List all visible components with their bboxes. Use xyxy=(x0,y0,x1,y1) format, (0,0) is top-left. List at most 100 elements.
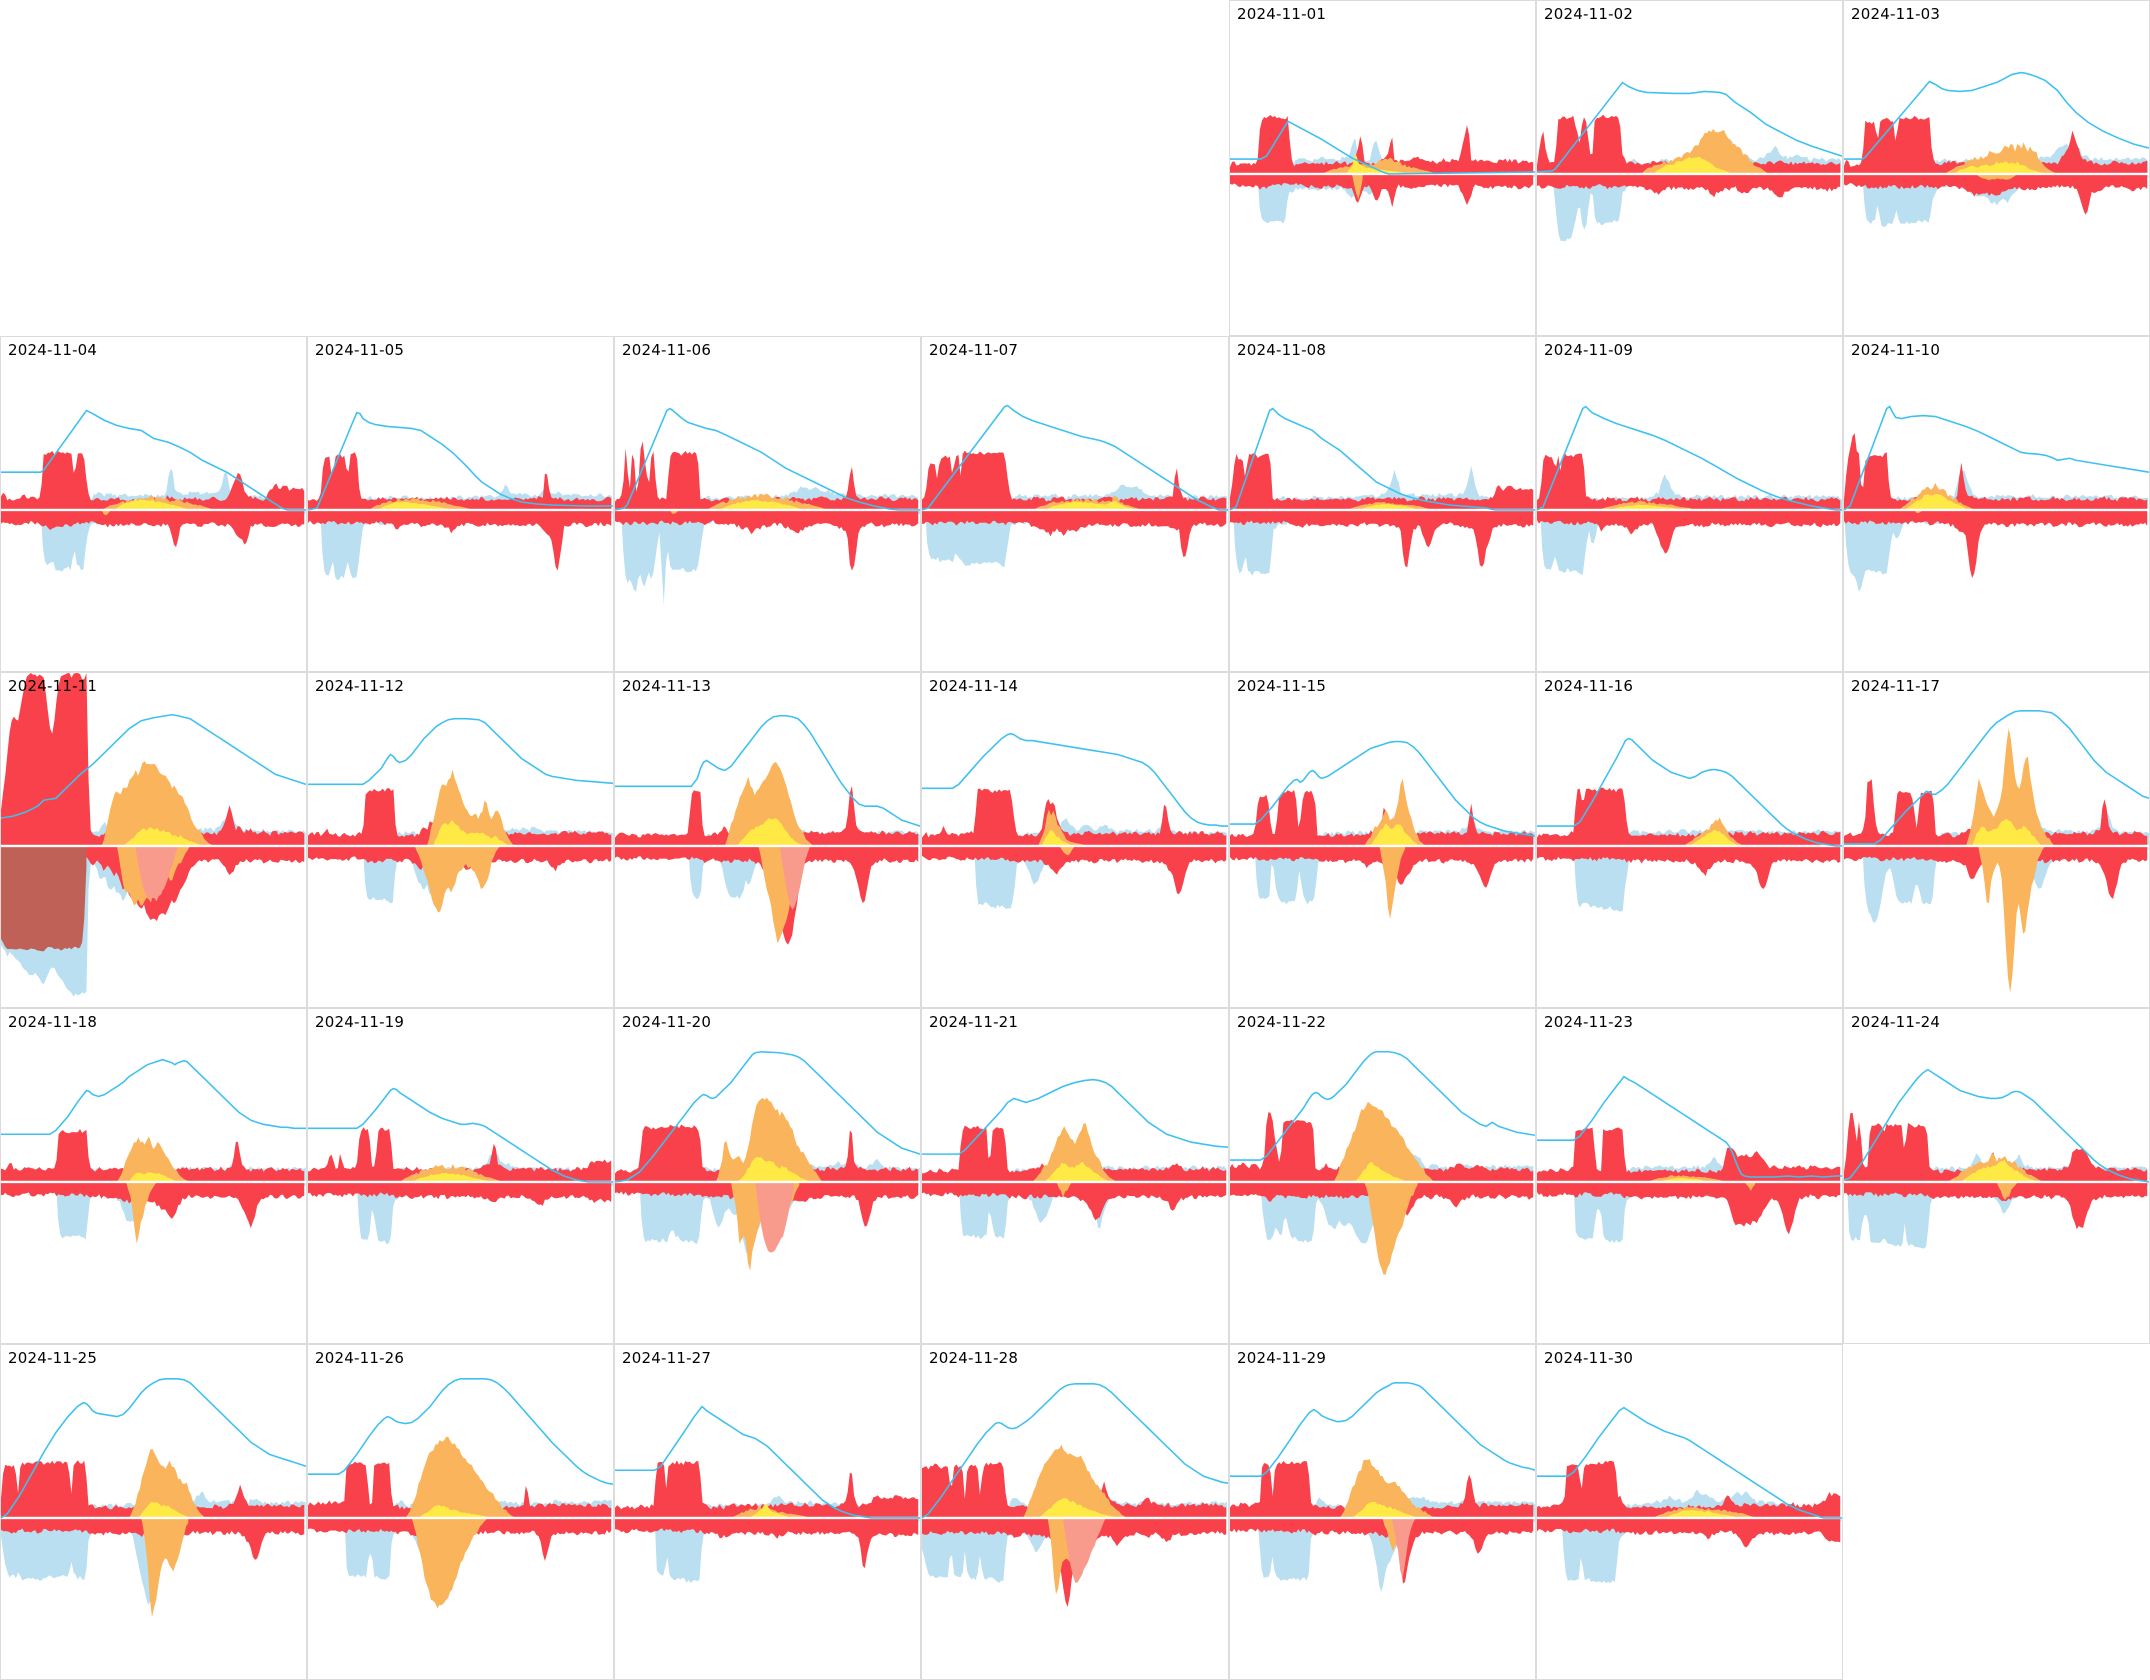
area-red_bot xyxy=(1,1517,305,1560)
area-orange_bot xyxy=(411,1517,487,1609)
area-yellow_top xyxy=(749,1503,792,1518)
area-red_top xyxy=(1,673,305,846)
baseline xyxy=(615,1516,920,1520)
area-blue_bot xyxy=(1862,845,2149,923)
day-panel: 2024-11-08 xyxy=(1229,336,1536,672)
area-yellow_top xyxy=(1905,493,1970,510)
day-panel: 2024-11-22 xyxy=(1229,1008,1536,1344)
area-yellow_top xyxy=(1953,161,2044,174)
area-yellow_top xyxy=(1352,1501,1419,1518)
area-maroon_bot xyxy=(1,845,87,952)
area-red_top xyxy=(1230,1112,1534,1182)
date-label: 2024-11-26 xyxy=(315,1349,405,1367)
area-yellow_top xyxy=(411,1172,491,1182)
area-red_bot xyxy=(1844,1181,2148,1230)
day-panel: 2024-11-23 xyxy=(1536,1008,1843,1344)
day-chart xyxy=(1,673,306,997)
area-orange_top xyxy=(1032,1123,1118,1182)
trend-line xyxy=(1230,1050,1535,1161)
area-blue_bot xyxy=(1260,1181,1534,1244)
area-orange_bot xyxy=(1056,1181,1072,1198)
area-red_top xyxy=(308,1127,612,1182)
baseline xyxy=(922,508,1228,512)
date-label: 2024-11-11 xyxy=(8,677,98,695)
trend-line xyxy=(1,409,306,511)
area-orange_top xyxy=(1333,1101,1435,1182)
area-red_bot xyxy=(1537,509,1841,554)
trend-line xyxy=(1844,71,2149,160)
area-red_top xyxy=(1,1128,305,1182)
area-red_top xyxy=(1230,453,1534,510)
day-panel: 2024-11-01 xyxy=(1229,0,1536,336)
baseline xyxy=(1,844,306,848)
area-red_top xyxy=(308,788,612,846)
trend-line xyxy=(1230,740,1535,837)
area-red_top xyxy=(1,1460,305,1518)
date-label: 2024-11-06 xyxy=(622,341,712,359)
day-chart xyxy=(1230,115,1535,224)
day-panel: 2024-11-21 xyxy=(921,1008,1229,1344)
area-red_top xyxy=(1844,779,2148,846)
trend-line xyxy=(922,1078,1228,1155)
day-chart xyxy=(1844,405,2149,592)
baseline xyxy=(922,844,1228,848)
area-red_bot xyxy=(308,509,612,571)
day-chart xyxy=(922,1382,1228,1607)
area-red_bot xyxy=(615,509,919,571)
day-panel: 2024-11-27 xyxy=(614,1344,921,1680)
trend-line xyxy=(1230,407,1535,511)
day-panel: 2024-11-20 xyxy=(614,1008,921,1344)
area-orange_top xyxy=(405,1436,515,1518)
trend-line xyxy=(1537,405,1842,511)
baseline xyxy=(615,844,920,848)
trend-line xyxy=(1537,81,1842,173)
trend-line xyxy=(1,1378,306,1519)
area-orange_bot xyxy=(1379,845,1406,919)
day-panel: 2024-11-19 xyxy=(307,1008,614,1344)
area-orange_bot xyxy=(1996,1181,2018,1200)
trend-line xyxy=(308,411,613,511)
date-label: 2024-11-09 xyxy=(1544,341,1634,359)
date-label: 2024-11-19 xyxy=(315,1013,405,1031)
date-label: 2024-11-21 xyxy=(929,1013,1019,1031)
date-label: 2024-11-07 xyxy=(929,341,1019,359)
day-chart xyxy=(615,714,920,945)
area-red_bot xyxy=(1230,509,1534,568)
area-red_bot xyxy=(1230,1517,1534,1584)
trend-line xyxy=(1537,737,1842,847)
date-label: 2024-11-25 xyxy=(8,1349,98,1367)
area-salmon_bot xyxy=(1062,1517,1106,1584)
area-red_top xyxy=(1844,433,2148,510)
day-chart xyxy=(1844,1068,2149,1249)
area-yellow_top xyxy=(1689,829,1737,846)
day-panel: 2024-11-11 xyxy=(0,672,307,1008)
baseline xyxy=(1,1180,306,1184)
day-panel: 2024-11-26 xyxy=(307,1344,614,1680)
area-salmon_bot xyxy=(1391,1517,1416,1579)
date-label: 2024-11-05 xyxy=(315,341,405,359)
date-label: 2024-11-16 xyxy=(1544,677,1634,695)
area-yellow_top xyxy=(129,1172,177,1182)
area-salmon_bot xyxy=(779,845,810,910)
day-chart xyxy=(1,409,306,572)
baseline xyxy=(1844,844,2149,848)
area-yellow_top xyxy=(113,499,189,510)
area-blue_bot xyxy=(1257,173,1535,224)
area-red_bot xyxy=(1,509,305,548)
day-chart xyxy=(1537,737,1842,912)
area-yellow_top xyxy=(1355,1161,1407,1182)
baseline xyxy=(1537,1180,1842,1184)
day-chart xyxy=(1230,407,1535,576)
day-panel: 2024-11-10 xyxy=(1843,336,2150,672)
area-yellow_top xyxy=(1665,1509,1738,1518)
area-red_bot xyxy=(922,509,1227,557)
area-orange_bot xyxy=(141,1517,189,1618)
area-orange_bot xyxy=(1352,173,1363,200)
day-panel: 2024-11-15 xyxy=(1229,672,1536,1008)
day-panel: 2024-11-03 xyxy=(1843,0,2150,336)
trend-line xyxy=(1844,709,2149,845)
area-orange_top xyxy=(1364,778,1425,846)
day-panel: 2024-11-16 xyxy=(1536,672,1843,1008)
area-red_top xyxy=(615,1124,919,1182)
